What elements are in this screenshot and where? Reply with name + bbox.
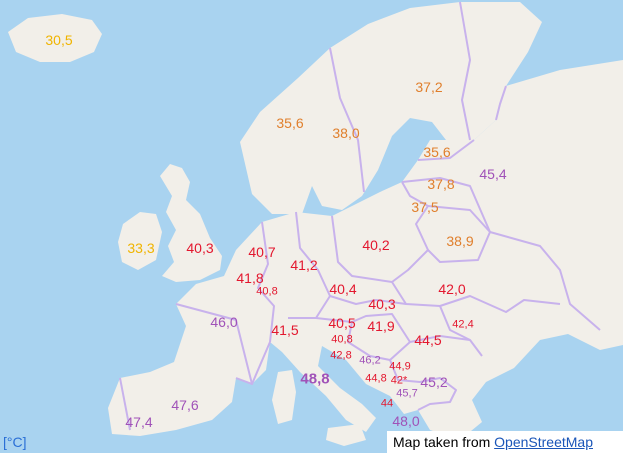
temperature-label-belarus: 38,9 bbox=[446, 233, 474, 249]
temperature-label-france: 46,0 bbox=[210, 314, 238, 330]
temperature-label-greece: 48,0 bbox=[392, 413, 420, 429]
temperature-label-north-macedonia: 45,7 bbox=[396, 387, 418, 400]
land-ireland bbox=[118, 212, 162, 270]
temperature-label-portugal: 47,4 bbox=[125, 414, 153, 430]
temperature-label-sweden: 38,0 bbox=[332, 125, 360, 141]
temperature-label-spain: 47,6 bbox=[171, 397, 199, 413]
temperature-label-hungary: 41,9 bbox=[367, 318, 395, 334]
temperature-label-lithuania: 37,5 bbox=[411, 199, 439, 215]
temperature-label-uk: 40,3 bbox=[186, 240, 214, 256]
land-mainland bbox=[108, 60, 623, 440]
land-sicily bbox=[326, 424, 366, 446]
temperature-label-ireland: 33,3 bbox=[127, 240, 155, 256]
temperature-label-serbia: 44,9 bbox=[389, 360, 411, 373]
temperature-label-czechia: 40,4 bbox=[329, 281, 357, 297]
unit-label: [°C] bbox=[3, 434, 27, 450]
land-iceland bbox=[8, 14, 102, 62]
temperature-label-slovakia: 40,3 bbox=[368, 296, 396, 312]
temperature-label-latvia: 37,8 bbox=[427, 176, 455, 192]
temperature-label-russia: 45,4 bbox=[479, 166, 507, 182]
attribution: Map taken from OpenStreetMap bbox=[387, 431, 623, 453]
temperature-label-kosovo: 42* bbox=[390, 374, 408, 387]
temperature-label-italy: 48,8 bbox=[300, 370, 330, 388]
country-borders bbox=[119, 1, 601, 431]
temperature-label-montenegro: 44,8 bbox=[365, 372, 387, 385]
temperature-label-estonia: 35,6 bbox=[423, 144, 451, 160]
temperature-label-romania: 44,5 bbox=[414, 332, 442, 348]
temperature-label-slovenia: 40,8 bbox=[331, 333, 353, 346]
temperature-label-bulgaria: 45,2 bbox=[420, 374, 448, 390]
temperature-label-switzerland: 41,5 bbox=[271, 322, 299, 338]
land-great-britain bbox=[160, 164, 222, 282]
temperature-label-albania: 44 bbox=[380, 397, 394, 410]
temperature-label-austria: 40,5 bbox=[328, 315, 356, 331]
temperature-label-norway: 35,6 bbox=[276, 115, 304, 131]
openstreetmap-link[interactable]: OpenStreetMap bbox=[494, 434, 593, 450]
temperature-label-iceland: 30,5 bbox=[45, 32, 73, 48]
land-scandinavia bbox=[240, 2, 542, 214]
temperature-label-germany: 41,2 bbox=[290, 257, 318, 273]
temperature-label-luxembourg: 40,8 bbox=[256, 285, 278, 298]
temperature-label-bosnia: 46,2 bbox=[359, 354, 381, 367]
temperature-label-croatia: 42,8 bbox=[330, 349, 352, 362]
temperature-label-netherlands: 40,7 bbox=[248, 244, 276, 260]
temperature-label-finland: 37,2 bbox=[415, 79, 443, 95]
attribution-prefix: Map taken from bbox=[393, 434, 495, 450]
temperature-label-ukraine: 42,0 bbox=[438, 281, 466, 297]
land-corsica-sardinia bbox=[272, 370, 296, 424]
temperature-label-moldova: 42,4 bbox=[452, 318, 474, 331]
temperature-label-belgium: 41,8 bbox=[236, 270, 264, 286]
temperature-label-poland: 40,2 bbox=[362, 237, 390, 253]
